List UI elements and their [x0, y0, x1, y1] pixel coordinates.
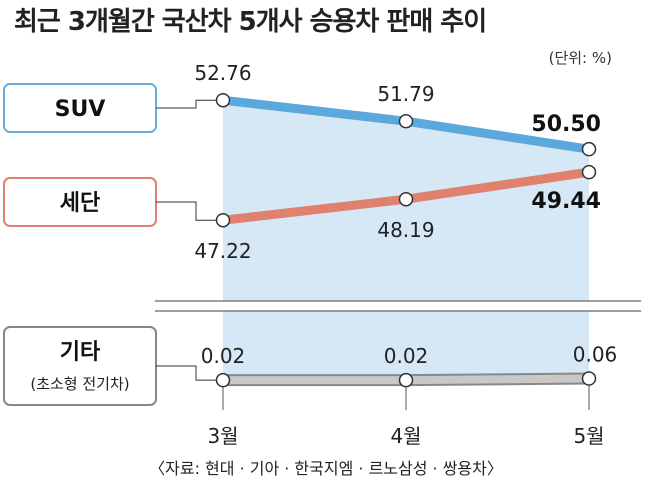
data-label-other: 0.02	[201, 344, 246, 368]
legend-connector-other	[156, 365, 223, 381]
point-suv	[215, 92, 231, 108]
point-sedan	[215, 212, 231, 228]
x-tick-label: 3월	[207, 424, 238, 448]
point-other	[215, 372, 231, 388]
point-other	[581, 371, 597, 386]
legend-label-sedan: 세단	[60, 191, 100, 216]
x-tick-label: 5월	[573, 424, 604, 448]
point-suv	[581, 141, 597, 157]
data-label-other: 0.02	[384, 344, 429, 368]
point-sedan	[398, 191, 414, 207]
chart-title: 최근 3개월간 국산차 5개사 승용차 판매 추이	[14, 7, 486, 37]
data-label-sedan: 48.19	[377, 218, 434, 242]
point-sedan	[581, 164, 597, 180]
legend-connector-suv	[156, 99, 223, 109]
point-suv	[398, 113, 414, 129]
legend-box-other	[3, 326, 157, 406]
unit-label: (단위: %)	[549, 49, 612, 67]
source-note: 〈자료: 현대 · 기아 · 한국지엠 · 르노삼성 · 쌍용차〉	[149, 459, 503, 478]
legend-connector-sedan	[156, 201, 223, 221]
data-label-suv: 51.79	[377, 82, 434, 106]
legend-label-suv: SUV	[55, 97, 106, 122]
data-label-sedan: 49.44	[531, 189, 601, 214]
data-label-sedan: 47.22	[194, 239, 251, 263]
x-tick-label: 4월	[390, 424, 421, 448]
point-other	[398, 372, 414, 388]
data-label-suv: 52.76	[194, 61, 251, 85]
data-label-suv: 50.50	[531, 112, 601, 137]
axis-break-gap	[155, 301, 641, 311]
data-label-other: 0.06	[573, 343, 618, 367]
legend-label-other: 기타	[60, 340, 101, 365]
legend-sublabel-other: (초소형 전기차)	[30, 375, 129, 393]
